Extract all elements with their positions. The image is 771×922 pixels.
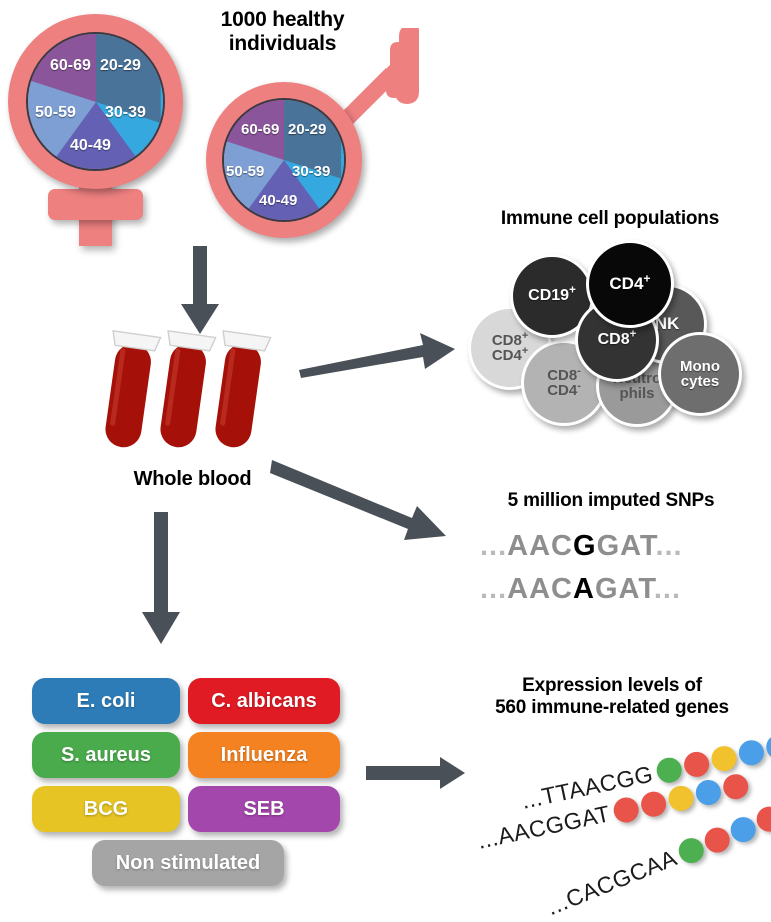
male-pie-label-50-59: 50-59 <box>226 163 265 180</box>
expression-title: Expression levels of 560 immune-related … <box>456 675 768 719</box>
expression-dot <box>666 783 696 814</box>
snp-variant: A <box>573 573 595 605</box>
male-pie-label-20-29: 20-29 <box>288 121 327 138</box>
stimulus-label: Influenza <box>220 743 308 766</box>
stimulus-s-aureus[interactable]: S. aureus <box>32 732 180 778</box>
stimulus-influenza[interactable]: Influenza <box>188 732 340 778</box>
plus-sign: + <box>521 345 529 357</box>
cd8-label: CD8 <box>547 366 578 384</box>
female-pie-label-60-69: 60-69 <box>50 57 91 74</box>
snp-prefix: ... <box>480 530 508 562</box>
stimulus-label: C. albicans <box>211 689 317 712</box>
blood-tubes <box>105 330 272 448</box>
female-symbol-crossbar <box>48 189 143 220</box>
cohort-title-line1: 1000 healthy <box>220 8 345 31</box>
arrow-blood-to-snps <box>270 460 446 540</box>
minus-sign: - <box>577 364 581 377</box>
expression-dot <box>611 795 641 825</box>
female-pie-label-20-29: 20-29 <box>100 57 141 74</box>
snp-left: AAC <box>507 573 574 605</box>
gene-strand-group: ...TTAACGG ...AACGGAT ...CACGCAA <box>440 732 771 920</box>
expression-dot <box>674 834 708 867</box>
immune-cell-cd4pos: CD4+ <box>586 240 674 328</box>
arrow-blood-to-stimuli <box>142 512 180 644</box>
stimulus-label: SEB <box>243 797 285 820</box>
minus-sign: - <box>577 380 581 392</box>
snp-left: AAC <box>507 530 574 562</box>
cd4-label: CD4 <box>547 382 578 399</box>
male-pie-label-40-49: 40-49 <box>259 192 298 209</box>
male-age-pie <box>222 98 346 222</box>
monocytes-label-line1: Mono <box>680 357 720 375</box>
nk-label: NK <box>654 314 680 334</box>
expression-dot <box>693 777 724 808</box>
snp-suffix: ... <box>653 573 681 605</box>
whole-blood-label: Whole blood <box>133 468 252 490</box>
expression-dot <box>763 732 771 762</box>
arrow-blood-to-immune <box>299 333 455 378</box>
immune-cell-group: CD8+ CD4+ CD8- CD4- Neutro phils NK Mono… <box>462 240 762 427</box>
snps-title: 5 million imputed SNPs <box>507 490 715 511</box>
stimuli-group: E. coli C. albicans S. aureus Influenza … <box>32 678 352 898</box>
stimulus-label: E. coli <box>76 689 136 712</box>
plus-sign: + <box>521 329 529 342</box>
expression-dot <box>736 737 766 768</box>
snp-prefix: ... <box>480 573 508 605</box>
snps-sequences: ...AACGGAT... ...AACAGAT... <box>470 530 760 620</box>
immune-title: Immune cell populations <box>500 208 720 229</box>
neutrophils-label-line2: phils <box>619 385 655 402</box>
plus-sign: + <box>629 328 637 341</box>
expression-dot <box>720 771 751 802</box>
gene-sequence: ...CACGCAA <box>542 844 681 921</box>
monocytes-label-line2: cytes <box>680 373 720 390</box>
male-pie-label-30-39: 30-39 <box>292 163 331 180</box>
cohort-title: 1000 healthy individuals <box>175 8 390 56</box>
expression-dot <box>708 743 739 774</box>
expression-dot <box>654 755 684 786</box>
immune-cell-monocytes: Mono cytes <box>658 332 742 416</box>
female-pie-label-40-49: 40-49 <box>70 137 111 154</box>
expression-dot <box>700 823 734 857</box>
female-pie-label-30-39: 30-39 <box>105 104 146 121</box>
male-symbol: 20-29 30-39 40-49 50-59 60-69 <box>206 28 426 238</box>
plus-sign: + <box>569 284 576 297</box>
plus-sign: + <box>643 271 651 286</box>
female-age-pie <box>26 32 165 171</box>
expression-dot <box>726 813 760 846</box>
stimulus-bcg[interactable]: BCG <box>32 786 180 832</box>
male-pie-label-60-69: 60-69 <box>241 121 280 138</box>
snp-right: GAT <box>596 530 656 562</box>
cd8-label: CD8 <box>597 330 630 348</box>
stimulus-c-albicans[interactable]: C. albicans <box>188 678 340 724</box>
stimulus-label: BCG <box>83 797 129 820</box>
snp-variant: G <box>573 530 597 562</box>
female-symbol: 20-29 30-39 40-49 50-59 60-69 <box>8 14 183 246</box>
cd4-label: CD4 <box>609 274 644 294</box>
expression-dot <box>681 749 712 780</box>
expression-title-line2: 560 immune-related genes <box>495 696 729 718</box>
expression-dot <box>638 789 669 820</box>
stimulus-non-stimulated[interactable]: Non stimulated <box>92 840 284 886</box>
expression-title-line1: Expression levels of <box>522 675 702 696</box>
snp-right: GAT <box>594 573 654 605</box>
cd19-label: CD19 <box>528 286 570 304</box>
arrow-cohort-to-blood <box>181 246 219 334</box>
stimulus-seb[interactable]: SEB <box>188 786 340 832</box>
cd8-label: CD8 <box>491 331 522 349</box>
male-symbol-arrow <box>330 28 419 136</box>
arrow-stimuli-to-expression <box>366 757 465 789</box>
cd4-label: CD4 <box>491 347 522 364</box>
female-pie-label-50-59: 50-59 <box>35 104 76 121</box>
snp-row-2: ...AACAGAT... <box>480 573 681 606</box>
cohort-title-line2: individuals <box>228 32 337 56</box>
whole-blood-group: Whole blood <box>100 330 290 490</box>
stimulus-label: S. aureus <box>60 743 152 766</box>
stimulus-label: Non stimulated <box>115 851 261 874</box>
snp-suffix: ... <box>655 530 683 562</box>
stimulus-e-coli[interactable]: E. coli <box>32 678 180 724</box>
snp-row-1: ...AACGGAT... <box>480 530 683 563</box>
